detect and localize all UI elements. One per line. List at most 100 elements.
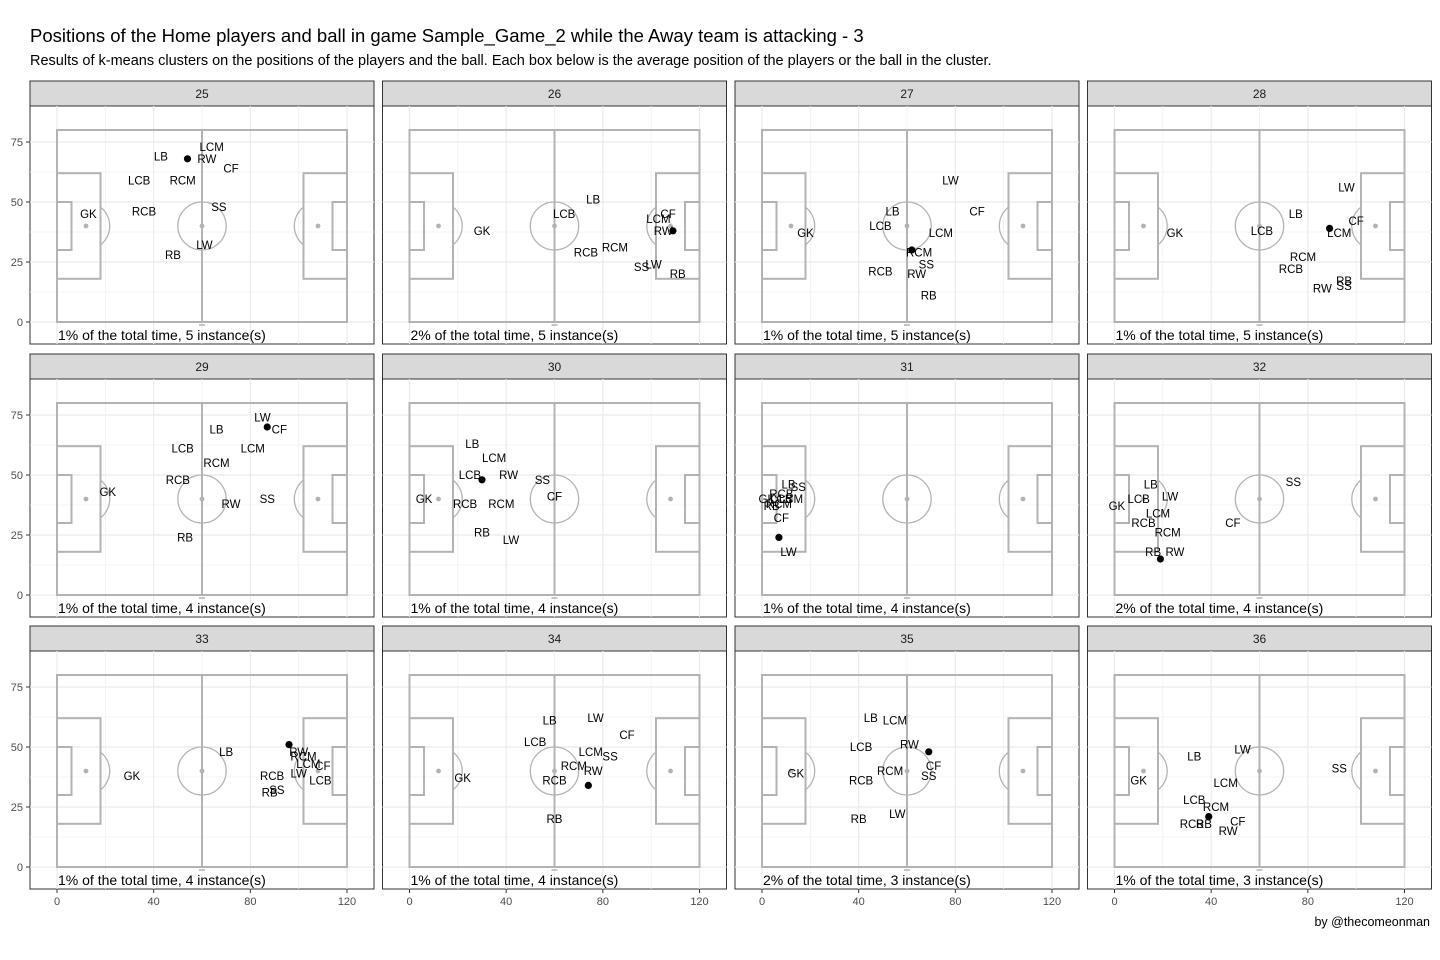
penalty-spot-left <box>788 496 794 502</box>
pitch <box>1113 402 1406 599</box>
x-tick-label: 0 <box>54 896 60 908</box>
x-tick-label: 80 <box>597 896 609 908</box>
y-tick-label: 25 <box>11 530 23 542</box>
penalty-arc-right <box>293 206 304 246</box>
x-tick-label: 120 <box>338 896 356 908</box>
centre-spot <box>1257 496 1262 502</box>
penalty-spot-right <box>1373 496 1378 502</box>
player-label-ss: SS <box>269 785 285 797</box>
facet-strip <box>29 353 375 380</box>
penalty-arc-right <box>646 206 657 246</box>
player-label-lb: LB <box>219 747 233 759</box>
facet-strip-label: 26 <box>548 87 562 101</box>
pitch <box>408 129 701 326</box>
player-label-lw: LW <box>196 240 213 252</box>
player-label-rcb: RCB <box>849 776 874 788</box>
facet-strip <box>382 625 727 652</box>
player-label-ss: SS <box>919 259 935 271</box>
player-label-lw: LW <box>889 809 906 821</box>
player-label-rb: RB <box>1336 276 1352 288</box>
six-yard-box-left <box>408 201 425 251</box>
player-label-cf: CF <box>1225 518 1240 530</box>
six-yard-box-right <box>331 474 348 524</box>
ball-marker <box>1205 813 1213 821</box>
centre-circle <box>882 201 932 251</box>
player-label-lb: LB <box>465 439 479 451</box>
pitch <box>761 402 1053 599</box>
ball-marker <box>1156 555 1165 563</box>
player-label-gk: GK <box>1109 501 1126 513</box>
six-yard-box-left <box>761 474 778 524</box>
penalty-arc-right <box>646 479 657 519</box>
six-yard-box-right <box>331 201 348 251</box>
six-yard-box-right <box>684 201 701 251</box>
x-tick-label: 120 <box>1395 896 1413 908</box>
y-tick-label: 0 <box>17 590 23 602</box>
six-yard-box-right <box>331 746 348 796</box>
player-label-lcm: LCM <box>883 716 907 728</box>
x-tick-label: 120 <box>690 896 708 908</box>
panel-note: 1% of the total time, 4 instance(s) <box>58 872 266 888</box>
player-label-rb: RB <box>165 250 181 262</box>
panel-note: 2% of the total time, 4 instance(s) <box>1116 600 1324 616</box>
player-label-lcb: LCB <box>171 444 194 456</box>
y-tick-label: 25 <box>11 257 23 269</box>
player-label-rcm: RCM <box>1290 252 1316 264</box>
panel-note: 1% of the total time, 4 instance(s) <box>763 600 971 616</box>
player-label-lcb: LCB <box>869 221 892 233</box>
penalty-arc-left <box>1157 206 1168 246</box>
penalty-spot-right <box>668 223 673 229</box>
penalty-arc-left <box>452 479 463 519</box>
player-label-rcb: RCB <box>1180 819 1205 831</box>
player-label-lcb: LCB <box>770 494 793 506</box>
chart-title: Positions of the Home players and ball i… <box>30 25 864 46</box>
player-label-rcm: RCM <box>1203 802 1229 814</box>
facet-strip <box>1087 625 1432 652</box>
six-yard-box-left <box>56 746 73 796</box>
facet-strip-label: 34 <box>548 632 562 646</box>
penalty-arc-right <box>998 751 1009 791</box>
player-label-rcm: RCM <box>561 761 587 773</box>
ball-marker <box>908 246 916 254</box>
facet-strip-label: 30 <box>548 360 562 374</box>
player-label-gk: GK <box>454 773 471 785</box>
x-tick-label: 0 <box>1111 896 1117 908</box>
centre-spot <box>1257 768 1262 774</box>
player-label-lw: LW <box>290 768 307 780</box>
ball-marker <box>263 423 271 431</box>
player-label-gk: GK <box>99 487 116 499</box>
player-label-rb: RB <box>262 788 278 800</box>
six-yard-box-left <box>761 746 778 796</box>
player-label-rw: RW <box>499 470 518 482</box>
player-label-rb: RB <box>851 814 867 826</box>
penalty-spot-left <box>83 496 89 502</box>
player-label-lw: LW <box>503 535 520 547</box>
y-tick-label: 75 <box>11 410 23 422</box>
penalty-spot-left <box>1141 496 1146 502</box>
facet-strip-label: 32 <box>1253 360 1267 374</box>
player-label-lcm: LCM <box>1214 778 1238 790</box>
centre-circle <box>882 746 932 796</box>
player-label-lb: LB <box>1144 480 1158 492</box>
player-label-rw: RW <box>1313 283 1332 295</box>
facet-strip-label: 31 <box>900 360 914 374</box>
panel-note: 1% of the total time, 4 instance(s) <box>58 600 266 616</box>
player-label-rcb: RCB <box>166 475 191 487</box>
player-label-rcb: RCB <box>132 207 157 219</box>
penalty-spot-right <box>1373 768 1378 774</box>
player-label-rcb: RCB <box>769 489 794 501</box>
player-label-rw: RW <box>654 226 673 238</box>
player-label-lcb: LCB <box>459 470 482 482</box>
six-yard-box-right <box>1389 746 1406 796</box>
player-label-lcm: LCM <box>200 142 224 154</box>
player-label-lcm: LCM <box>779 494 803 506</box>
panel-note: 2% of the total time, 3 instance(s) <box>763 872 971 888</box>
player-label-cf: CF <box>1348 216 1363 228</box>
penalty-arc-left <box>100 751 111 791</box>
